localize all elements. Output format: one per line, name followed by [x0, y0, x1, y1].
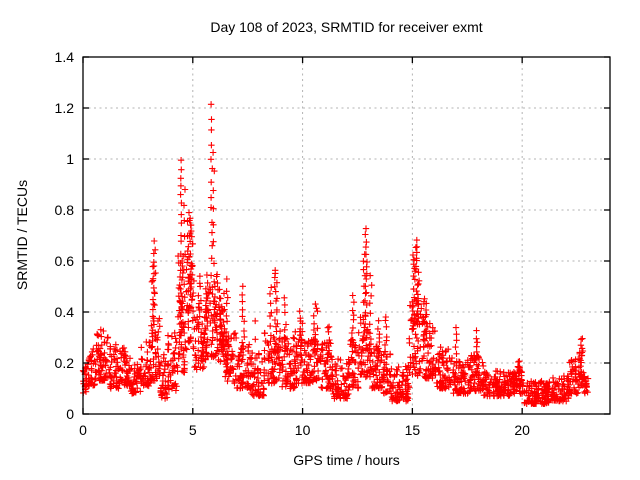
tick-labels: 0 5 10 15 20 0 0.2 0.4 0.6 0.8 1 1.2 1.4: [55, 49, 531, 438]
svg-text:20: 20: [514, 422, 530, 438]
plot-border: [82, 56, 611, 415]
svg-text:0.6: 0.6: [55, 253, 75, 269]
svg-text:5: 5: [189, 422, 197, 438]
svg-text:0: 0: [66, 406, 74, 422]
svg-text:0.8: 0.8: [55, 202, 75, 218]
svg-text:1.2: 1.2: [55, 100, 75, 116]
chart-title: Day 108 of 2023, SRMTID for receiver exm…: [210, 19, 483, 35]
svg-text:1: 1: [66, 151, 74, 167]
gridlines: [83, 57, 610, 414]
svg-text:10: 10: [295, 422, 311, 438]
svg-text:0: 0: [79, 422, 87, 438]
data-points: [79, 101, 592, 407]
svg-text:0.4: 0.4: [55, 304, 75, 320]
svg-text:0.2: 0.2: [55, 355, 75, 371]
svg-text:15: 15: [405, 422, 421, 438]
axis-ticks: [82, 56, 610, 415]
svg-text:1.4: 1.4: [55, 49, 75, 65]
x-axis-label: GPS time / hours: [293, 452, 400, 468]
